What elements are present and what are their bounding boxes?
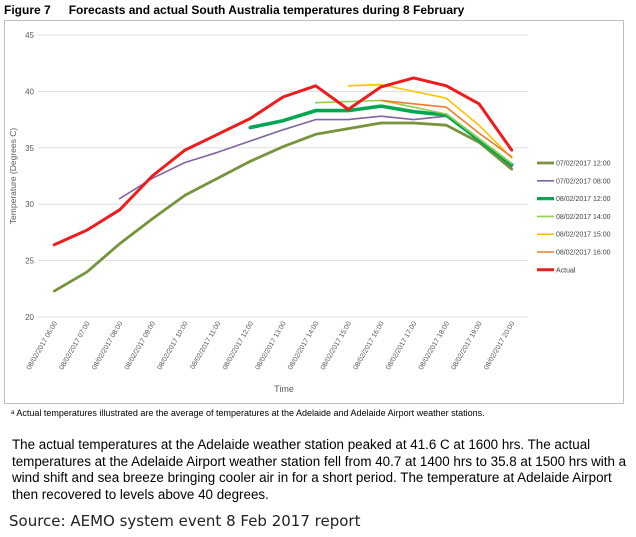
figure-title-text: Forecasts and actual South Australia tem…	[68, 3, 465, 17]
series-line-2	[248, 104, 514, 167]
x-tick-label: 08/02/2017 08:00	[91, 320, 124, 371]
x-tick-label: 08/02/2017 13:00	[254, 320, 287, 371]
y-axis-ticks: 20 25 30 35 40 45	[25, 31, 34, 322]
y-tick-label-35: 35	[25, 144, 34, 153]
legend-label-6: Actual	[556, 267, 576, 274]
x-tick-label: 08/02/2017 14:00	[287, 320, 320, 371]
source-caption: Source: AEMO system event 8 Feb 2017 rep…	[9, 512, 361, 530]
chart-frame	[4, 20, 624, 404]
x-tick-label: 08/02/2017 09:00	[124, 320, 157, 371]
x-tick-label: 08/02/2017 10:00	[156, 320, 189, 371]
y-tick-label-40: 40	[25, 87, 34, 96]
x-tick-label: 08/02/2017 11:00	[189, 320, 222, 370]
grid-lines	[38, 34, 528, 318]
x-tick-label: 08/02/2017 07:00	[58, 320, 91, 371]
series-line-4	[347, 83, 513, 159]
y-tick-label-30: 30	[25, 200, 34, 209]
x-tick-label: 08/02/2017 16:00	[352, 320, 385, 371]
series-line-3	[314, 99, 513, 165]
legend-label-1: 07/02/2017 08:00	[556, 178, 611, 185]
x-axis-title: Time	[274, 384, 294, 394]
x-tick-label: 08/02/2017 15:00	[320, 320, 353, 371]
series-lines	[52, 76, 514, 293]
x-axis-ticks: 08/02/2017 06:00 08/02/2017 07:00 08/02/20…	[26, 320, 517, 371]
x-tick-label: 08/02/2017 06:00	[26, 320, 59, 371]
x-tick-label: 08/02/2017 20:00	[483, 320, 516, 371]
chart-footnote: ᵃ Actual temperatures illustrated are th…	[11, 408, 485, 418]
series-line-5	[380, 99, 513, 158]
y-tick-label-45: 45	[25, 31, 34, 40]
legend: 07/02/2017 12:00 07/02/2017 08:00 08/02/20…	[537, 161, 611, 274]
legend-label-2: 08/02/2017 12:00	[556, 196, 611, 203]
y-axis-title: Temperature (Degrees C)	[8, 128, 18, 225]
x-tick-label: 08/02/2017 12:00	[222, 320, 255, 371]
series-line-0	[52, 121, 514, 293]
body-paragraph: The actual temperatures at the Adelaide …	[12, 437, 627, 502]
y-tick-label-25: 25	[25, 257, 34, 266]
y-tick-label-20: 20	[25, 313, 34, 322]
figure-title: Figure 7 Forecasts and actual South Austr…	[4, 3, 464, 17]
legend-label-5: 08/02/2017 16:00	[556, 250, 611, 257]
x-tick-label: 08/02/2017 19:00	[450, 320, 483, 371]
figure-number: Figure 7	[4, 3, 51, 17]
legend-label-0: 07/02/2017 12:00	[556, 161, 611, 168]
x-tick-label: 08/02/2017 18:00	[418, 320, 451, 371]
series-line-6	[52, 76, 514, 247]
legend-label-4: 08/02/2017 15:00	[556, 232, 611, 239]
x-tick-label: 08/02/2017 17:00	[385, 320, 418, 371]
legend-label-3: 08/02/2017 14:00	[556, 214, 611, 221]
